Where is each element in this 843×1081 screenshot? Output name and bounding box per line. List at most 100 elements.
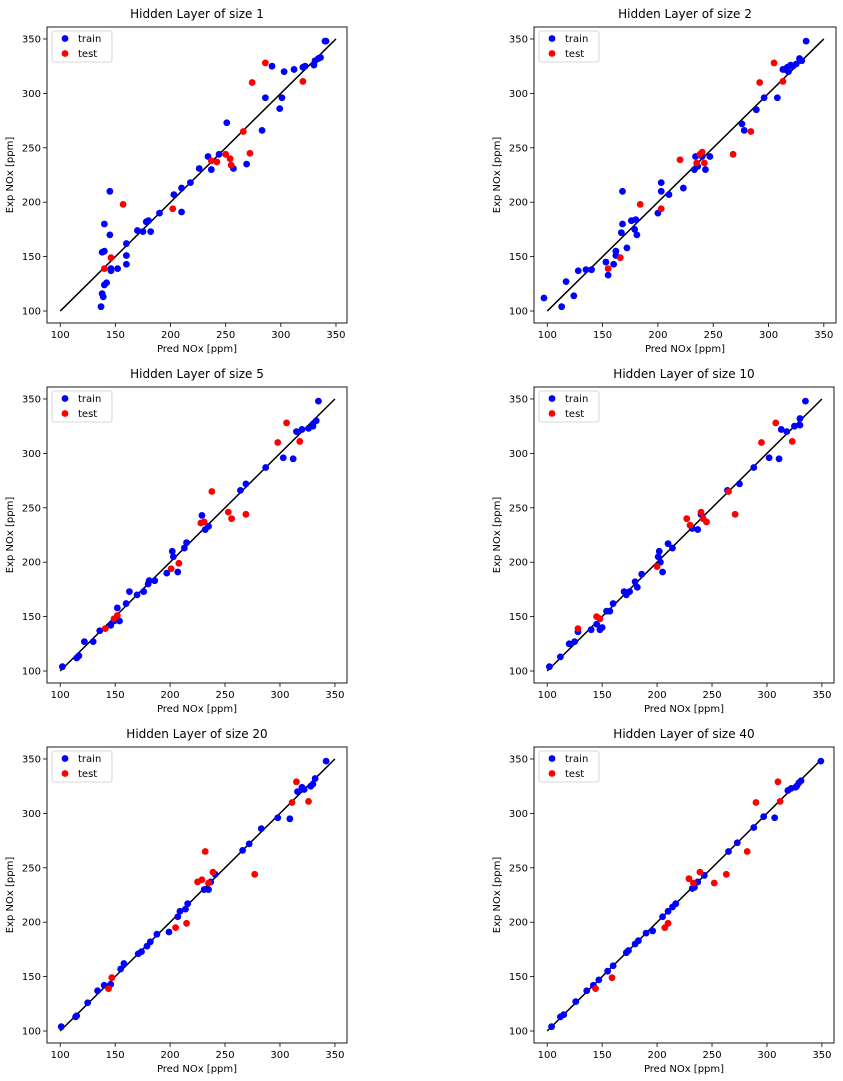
train-point xyxy=(626,588,634,595)
legend-label-test: test xyxy=(78,769,97,780)
train-point xyxy=(293,428,300,436)
test-point xyxy=(283,419,290,427)
train-point xyxy=(156,209,163,217)
test-point xyxy=(574,625,582,632)
chart-title: Hidden Layer of size 1 xyxy=(130,7,264,21)
test-point xyxy=(608,974,616,982)
train-point xyxy=(583,987,591,995)
train-point xyxy=(634,937,642,945)
test-point xyxy=(305,798,312,805)
test-point xyxy=(657,205,665,213)
test-point xyxy=(227,161,235,169)
train-point xyxy=(740,126,748,134)
subplot-1: Hidden Layer of size 1 100 150 200 250 300 350… xyxy=(5,7,348,355)
y-tick-label: 250 xyxy=(509,503,528,514)
x-tick-label: 100 xyxy=(538,330,557,341)
series-train xyxy=(548,757,825,1031)
y-tick-label: 100 xyxy=(509,1027,528,1038)
train-point xyxy=(123,260,130,268)
train-point xyxy=(679,184,687,192)
train-point xyxy=(771,814,779,822)
x-tick-label: 200 xyxy=(161,1050,180,1061)
train-point xyxy=(147,228,155,235)
train-point xyxy=(604,271,612,279)
legend: train test xyxy=(51,30,113,63)
test-point xyxy=(228,515,236,523)
y-tick-label: 300 xyxy=(22,89,41,100)
axes-frame xyxy=(46,386,348,684)
subplot-2: Hidden Layer of size 2 100 150 200 250 300 350… xyxy=(492,7,837,355)
series-test xyxy=(101,419,304,632)
legend: train test xyxy=(538,30,600,63)
y-tick-label: 150 xyxy=(509,972,528,983)
y-tick-label: 150 xyxy=(22,612,41,623)
legend-label-test: test xyxy=(78,409,97,420)
legend-label-train: train xyxy=(565,34,588,45)
train-point xyxy=(169,553,177,561)
test-point xyxy=(596,615,604,623)
y-tick-label: 300 xyxy=(509,809,528,820)
x-axis-label: Pred NOx [ppm] xyxy=(157,1064,237,1075)
y-tick-label: 200 xyxy=(22,198,41,209)
test-point xyxy=(222,150,230,158)
test-point xyxy=(722,870,730,878)
test-point xyxy=(242,510,250,518)
train-point xyxy=(243,160,251,168)
legend: train test xyxy=(51,390,113,423)
test-point xyxy=(239,128,247,135)
test-point xyxy=(107,254,115,262)
train-point xyxy=(657,187,665,195)
x-tick-label: 300 xyxy=(757,690,776,701)
series-test xyxy=(100,59,307,272)
train-point xyxy=(279,454,287,462)
train-point xyxy=(73,1012,81,1020)
train-point xyxy=(300,786,308,793)
x-tick-label: 100 xyxy=(51,690,70,701)
train-point xyxy=(633,231,641,239)
x-tick-label: 300 xyxy=(271,330,290,341)
x-tick-label: 250 xyxy=(216,330,235,341)
train-point xyxy=(315,397,322,405)
y-tick-label: 300 xyxy=(22,449,41,460)
train-point xyxy=(145,217,152,225)
chart-title: Hidden Layer of size 2 xyxy=(618,7,752,21)
legend: train test xyxy=(538,750,600,783)
test-point xyxy=(664,919,672,927)
train-point xyxy=(57,1023,65,1031)
axes-frame xyxy=(533,26,837,324)
train-point xyxy=(100,220,108,228)
test-point xyxy=(696,868,704,876)
train-point xyxy=(556,653,564,661)
legend-marker-test xyxy=(548,410,556,417)
train-point xyxy=(617,229,625,237)
test-point xyxy=(183,919,190,927)
train-point xyxy=(733,839,741,847)
train-point xyxy=(184,900,192,908)
train-point xyxy=(139,228,147,235)
train-point xyxy=(186,179,194,187)
train-point xyxy=(672,900,680,908)
x-tick-label: 200 xyxy=(161,330,180,341)
test-point xyxy=(636,200,644,208)
train-point xyxy=(183,539,190,547)
train-point xyxy=(317,54,324,61)
train-point xyxy=(785,68,792,76)
legend-label-test: test xyxy=(565,49,584,60)
train-point xyxy=(760,94,768,102)
test-point xyxy=(209,868,217,876)
train-point xyxy=(311,775,319,782)
test-point xyxy=(296,438,304,445)
y-tick-label: 150 xyxy=(509,252,528,263)
legend-marker-test xyxy=(61,410,69,417)
y-tick-label: 350 xyxy=(22,34,41,45)
axes-frame xyxy=(533,746,835,1044)
test-point xyxy=(747,128,755,135)
train-point xyxy=(58,663,66,671)
x-tick-label: 150 xyxy=(106,1050,125,1061)
train-point xyxy=(777,426,785,433)
x-tick-label: 300 xyxy=(270,1050,289,1061)
train-point xyxy=(97,303,105,311)
y-tick-label: 350 xyxy=(509,34,528,45)
axes-frame xyxy=(533,386,835,684)
train-point xyxy=(151,577,159,585)
